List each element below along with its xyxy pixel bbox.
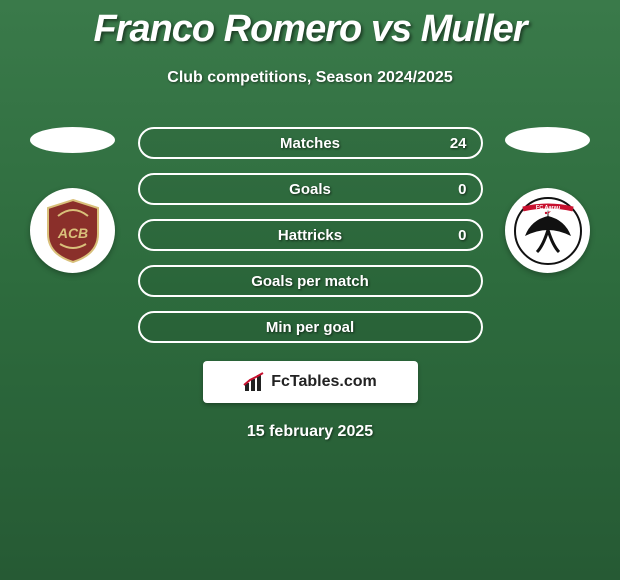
svg-text:FC Aarau: FC Aarau — [535, 205, 559, 211]
left-club-badge: ACB — [30, 188, 115, 273]
left-player-col: ACB — [28, 127, 118, 273]
stat-label: Goals per match — [251, 273, 369, 290]
aarau-eagle-icon: FC Aarau — [513, 196, 583, 266]
date-text: 15 february 2025 — [0, 423, 620, 441]
left-player-ellipse — [30, 127, 115, 153]
stat-row-goals: Goals 0 — [138, 173, 483, 205]
right-player-ellipse — [505, 127, 590, 153]
brand-box: FcTables.com — [203, 361, 418, 403]
right-player-col: FC Aarau — [503, 127, 593, 273]
acb-shield-icon: ACB — [38, 196, 108, 266]
comparison-content: ACB Matches 24 Goals 0 Hattricks 0 Goals… — [0, 127, 620, 343]
stat-row-gpm: Goals per match — [138, 265, 483, 297]
stat-row-matches: Matches 24 — [138, 127, 483, 159]
bar-chart-icon — [243, 371, 265, 393]
stat-label: Matches — [280, 135, 340, 152]
page-title: Franco Romero vs Muller — [0, 0, 620, 51]
stat-label: Min per goal — [266, 319, 354, 336]
stat-value-right: 24 — [450, 135, 467, 152]
subtitle: Club competitions, Season 2024/2025 — [0, 69, 620, 87]
svg-text:ACB: ACB — [56, 225, 87, 241]
stat-label: Hattricks — [278, 227, 342, 244]
stat-row-hattricks: Hattricks 0 — [138, 219, 483, 251]
right-club-badge: FC Aarau — [505, 188, 590, 273]
brand-text: FcTables.com — [271, 373, 377, 391]
stat-value-right: 0 — [458, 227, 466, 244]
stat-label: Goals — [289, 181, 331, 198]
stats-column: Matches 24 Goals 0 Hattricks 0 Goals per… — [138, 127, 483, 343]
stat-row-mpg: Min per goal — [138, 311, 483, 343]
stat-value-right: 0 — [458, 181, 466, 198]
